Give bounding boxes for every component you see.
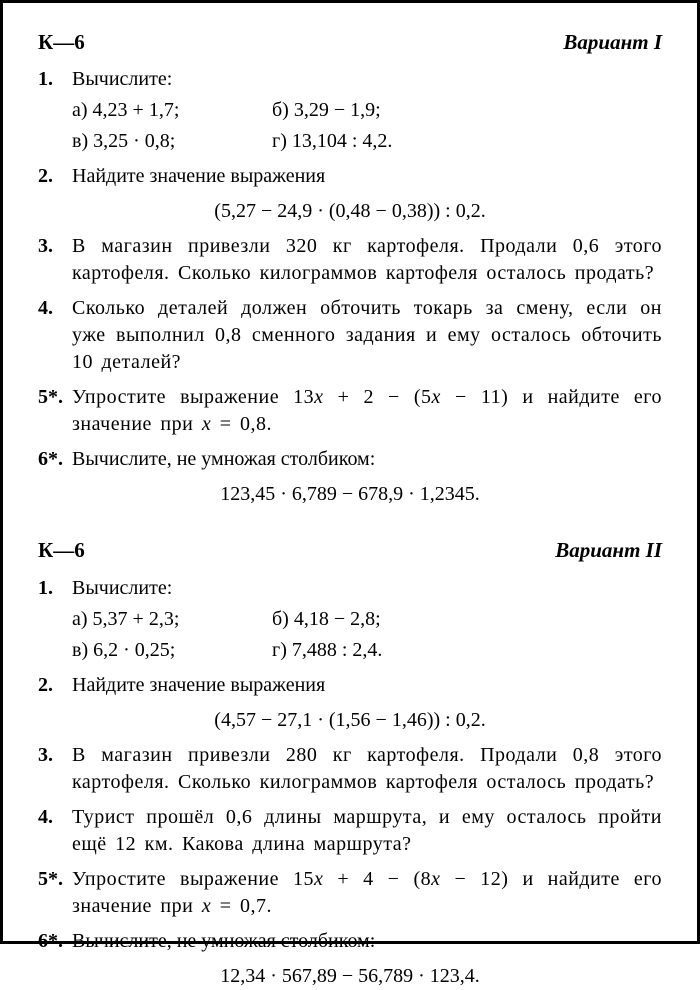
problem-text: В магазин привезли 280 кг картофеля. Про… (72, 742, 662, 796)
header-row-2: К—6 Вариант II (38, 536, 662, 564)
problem-num: 5*. (38, 384, 72, 438)
sub-b: г) 7,488 : 2,4. (272, 637, 472, 664)
problem-num: 6*. (38, 928, 72, 955)
problem-1-4: 4. Сколько деталей должен обточить токар… (38, 295, 662, 376)
problem-text: Упростите выражение 13x + 2 − (5x − 11) … (72, 384, 662, 438)
x-var: x (202, 895, 211, 917)
problem-num: 5*. (38, 866, 72, 920)
sub-row: в) 3,25 · 0,8; г) 13,104 : 4,2. (72, 128, 662, 155)
problem-2-3: 3. В магазин привезли 280 кг картофеля. … (38, 742, 662, 796)
problem-num: 3. (38, 742, 72, 796)
x-var: x (432, 386, 441, 408)
problem-body: Вычислите, не умножая столбиком: (72, 446, 662, 473)
k-label: К—6 (38, 28, 85, 56)
problem-2-5: 5*. Упростите выражение 15x + 4 − (8x − … (38, 866, 662, 920)
k-label: К—6 (38, 536, 85, 564)
problem-body: Найдите значение выражения (72, 163, 662, 190)
problem-2-6: 6*. Вычислите, не умножая столбиком: (38, 928, 662, 955)
sub-b: б) 3,29 − 1,9; (272, 97, 472, 124)
problem-2-1: 1. Вычислите: а) 5,37 + 2,3; б) 4,18 − 2… (38, 575, 662, 664)
sub-row: в) 6,2 · 0,25; г) 7,488 : 2,4. (72, 637, 662, 664)
problem-2-2: 2. Найдите значение выражения (38, 672, 662, 699)
problem-1-5: 5*. Упростите выражение 13x + 2 − (5x − … (38, 384, 662, 438)
sub-b: б) 4,18 − 2,8; (272, 606, 472, 633)
variant-label: Вариант II (555, 536, 662, 564)
problem-text: В магазин привезли 320 кг картофеля. Про… (72, 233, 662, 287)
expression: (4,57 − 27,1 · (1,56 − 1,46)) : 0,2. (38, 707, 662, 734)
problem-num: 6*. (38, 446, 72, 473)
problem-num: 1. (38, 575, 72, 664)
problem-body: Вычислите, не умножая столбиком: (72, 928, 662, 955)
problem-num: 4. (38, 804, 72, 858)
problem-1-6: 6*. Вычислите, не умножая столбиком: (38, 446, 662, 473)
x-var: x (202, 413, 211, 435)
x-var: x (314, 386, 323, 408)
problem-body: Вычислите: а) 5,37 + 2,3; б) 4,18 − 2,8;… (72, 575, 662, 664)
x-var: x (314, 868, 323, 890)
problem-num: 2. (38, 672, 72, 699)
problem-1-3: 3. В магазин привезли 320 кг картофеля. … (38, 233, 662, 287)
sub-a: а) 4,23 + 1,7; (72, 97, 272, 124)
problem-2-4: 4. Турист прошёл 0,6 длины маршрута, и е… (38, 804, 662, 858)
problem-text: Сколько деталей должен обточить токарь з… (72, 295, 662, 376)
problem-intro: Вычислите, не умножая столбиком: (72, 928, 662, 955)
problem-intro: Найдите значение выражения (72, 163, 662, 190)
problem-num: 2. (38, 163, 72, 190)
problem-1-1: 1. Вычислите: а) 4,23 + 1,7; б) 3,29 − 1… (38, 66, 662, 155)
problem-num: 3. (38, 233, 72, 287)
problem-intro: Найдите значение выражения (72, 672, 662, 699)
expression: 123,45 · 6,789 − 678,9 · 1,2345. (38, 481, 662, 508)
sub-b: г) 13,104 : 4,2. (272, 128, 472, 155)
sub-row: а) 4,23 + 1,7; б) 3,29 − 1,9; (72, 97, 662, 124)
problem-body: Вычислите: а) 4,23 + 1,7; б) 3,29 − 1,9;… (72, 66, 662, 155)
problem-1-2: 2. Найдите значение выражения (38, 163, 662, 190)
variant-1: К—6 Вариант I 1. Вычислите: а) 4,23 + 1,… (38, 28, 662, 508)
expression: 12,34 · 567,89 − 56,789 · 123,4. (38, 963, 662, 990)
problem-text: Упростите выражение 15x + 4 − (8x − 12) … (72, 866, 662, 920)
problem-num: 4. (38, 295, 72, 376)
header-row-1: К—6 Вариант I (38, 28, 662, 56)
sub-a: а) 5,37 + 2,3; (72, 606, 272, 633)
sub-row: а) 5,37 + 2,3; б) 4,18 − 2,8; (72, 606, 662, 633)
x-var: x (431, 868, 440, 890)
problem-num: 1. (38, 66, 72, 155)
sub-a: в) 6,2 · 0,25; (72, 637, 272, 664)
problem-body: Найдите значение выражения (72, 672, 662, 699)
variant-label: Вариант I (563, 28, 662, 56)
problem-text: Турист прошёл 0,6 длины маршрута, и ему … (72, 804, 662, 858)
variant-2: К—6 Вариант II 1. Вычислите: а) 5,37 + 2… (38, 536, 662, 989)
expression: (5,27 − 24,9 · (0,48 − 0,38)) : 0,2. (38, 198, 662, 225)
problem-intro: Вычислите, не умножая столбиком: (72, 446, 662, 473)
sub-a: в) 3,25 · 0,8; (72, 128, 272, 155)
problem-intro: Вычислите: (72, 66, 662, 93)
problem-intro: Вычислите: (72, 575, 662, 602)
